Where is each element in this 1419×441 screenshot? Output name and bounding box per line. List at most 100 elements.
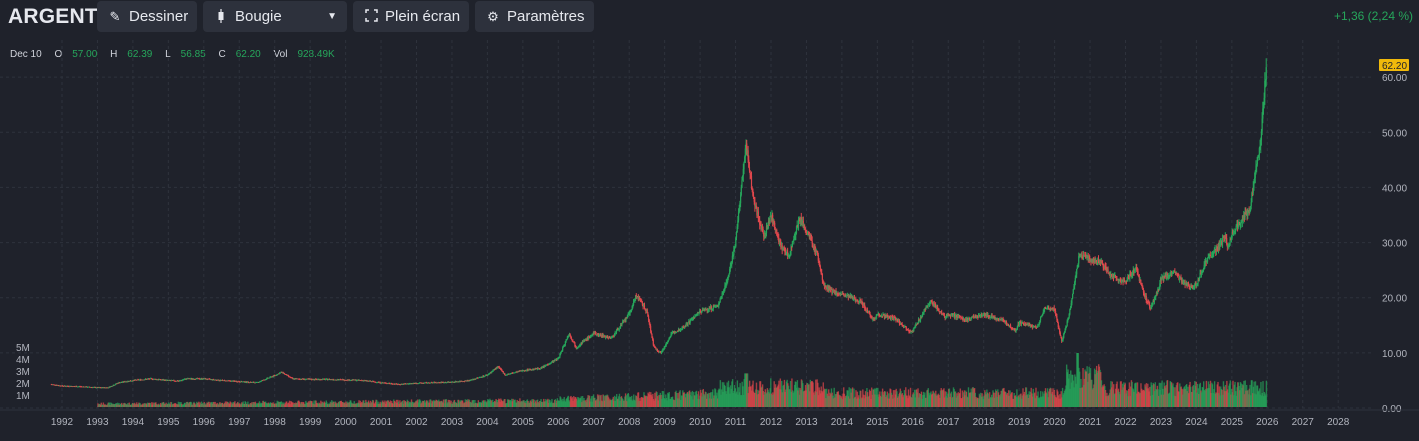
candle-body bbox=[467, 380, 469, 382]
candle-body bbox=[634, 298, 636, 301]
candle-body bbox=[1057, 322, 1059, 328]
candle-body bbox=[584, 339, 586, 341]
candle-body bbox=[1016, 329, 1018, 331]
candle-body bbox=[87, 386, 89, 388]
candle-body bbox=[320, 379, 322, 381]
candle-body bbox=[822, 280, 824, 282]
candle-body bbox=[231, 380, 233, 382]
pencil-icon: ✎ bbox=[109, 9, 121, 24]
settings-button[interactable]: ⚙ Paramètres bbox=[475, 1, 594, 32]
candle-body bbox=[802, 221, 804, 228]
candle-body bbox=[615, 330, 618, 333]
candle-body bbox=[988, 317, 991, 319]
candle-body bbox=[245, 381, 247, 383]
candle-body bbox=[1074, 277, 1076, 283]
candle-body bbox=[377, 382, 379, 383]
candle-body bbox=[967, 317, 969, 321]
candle-body bbox=[446, 382, 448, 384]
candle-body bbox=[320, 379, 322, 380]
volume-bar bbox=[746, 373, 749, 407]
candle-body bbox=[534, 368, 536, 370]
draw-button[interactable]: ✎ Dessiner bbox=[97, 1, 197, 32]
candle-body bbox=[622, 321, 624, 324]
candle-body bbox=[101, 387, 104, 389]
candle-body bbox=[221, 380, 224, 381]
candle-body bbox=[834, 290, 836, 294]
candle-body bbox=[784, 251, 787, 255]
candle-body bbox=[678, 329, 680, 331]
candle-body bbox=[533, 369, 535, 371]
candle-body bbox=[1029, 325, 1031, 327]
candle-body bbox=[159, 379, 161, 380]
fullscreen-button[interactable]: Plein écran bbox=[353, 1, 469, 32]
candle-body bbox=[345, 380, 347, 381]
candle-body bbox=[761, 228, 763, 230]
candle-body bbox=[1131, 275, 1133, 277]
candle-body bbox=[1070, 303, 1072, 308]
candle-body bbox=[979, 315, 981, 317]
candle-body bbox=[805, 230, 807, 232]
candle-body bbox=[649, 322, 651, 327]
candle-body bbox=[554, 359, 556, 362]
candle-body bbox=[974, 315, 976, 318]
candle-body bbox=[146, 379, 148, 380]
volume-bar bbox=[691, 390, 694, 407]
candle-body bbox=[252, 382, 254, 383]
candle-body bbox=[655, 347, 657, 350]
candle-body bbox=[945, 316, 947, 318]
candle-body bbox=[682, 327, 684, 328]
candle-body bbox=[1017, 323, 1019, 327]
candle-body bbox=[1040, 315, 1042, 318]
candle-body bbox=[1082, 254, 1085, 258]
candle-body bbox=[915, 324, 917, 326]
candle-body bbox=[384, 382, 387, 384]
candle-body bbox=[243, 381, 245, 383]
candle-body bbox=[635, 295, 637, 299]
candle-body bbox=[1129, 273, 1131, 279]
candle-body bbox=[120, 382, 122, 383]
candle-body bbox=[580, 343, 582, 345]
candle-body bbox=[1133, 269, 1135, 273]
candle-body bbox=[625, 317, 627, 321]
candle-body bbox=[956, 316, 958, 318]
candle-body bbox=[662, 349, 664, 351]
candle-body bbox=[427, 382, 429, 384]
candle-body bbox=[894, 317, 896, 319]
candle-body bbox=[204, 378, 207, 380]
candle-body bbox=[724, 284, 727, 286]
candle-body bbox=[720, 296, 723, 298]
candle-body bbox=[677, 329, 680, 332]
candle-body bbox=[450, 381, 452, 383]
candle-body bbox=[676, 331, 678, 333]
candle-body bbox=[457, 381, 459, 383]
volume-bar bbox=[618, 393, 621, 407]
candle-body bbox=[262, 379, 264, 381]
candle-body bbox=[697, 312, 699, 314]
chart-type-select[interactable]: Bougie ▼ bbox=[203, 1, 347, 32]
candle-body bbox=[265, 379, 267, 381]
candle-body bbox=[924, 309, 926, 311]
candle-body bbox=[470, 380, 472, 381]
candle-body bbox=[632, 305, 634, 306]
candle-body bbox=[488, 373, 490, 375]
candle-body bbox=[660, 351, 663, 354]
candle-body bbox=[326, 378, 329, 380]
candle-body bbox=[385, 382, 387, 384]
candle-body bbox=[1083, 254, 1085, 257]
candle-body bbox=[168, 380, 170, 382]
candle-body bbox=[297, 378, 299, 380]
candle-body bbox=[806, 233, 809, 235]
candle-body bbox=[1039, 320, 1041, 323]
candle-body bbox=[1064, 329, 1066, 333]
candle-body bbox=[638, 297, 640, 300]
candle-body bbox=[475, 378, 477, 380]
candle-body bbox=[255, 382, 257, 384]
candle-body bbox=[1127, 276, 1129, 281]
candle-body bbox=[654, 346, 656, 348]
candle-body bbox=[1117, 279, 1119, 282]
candle-body bbox=[572, 341, 575, 343]
candles bbox=[50, 58, 1267, 389]
candle-body bbox=[695, 315, 697, 317]
candle-body bbox=[318, 379, 320, 380]
